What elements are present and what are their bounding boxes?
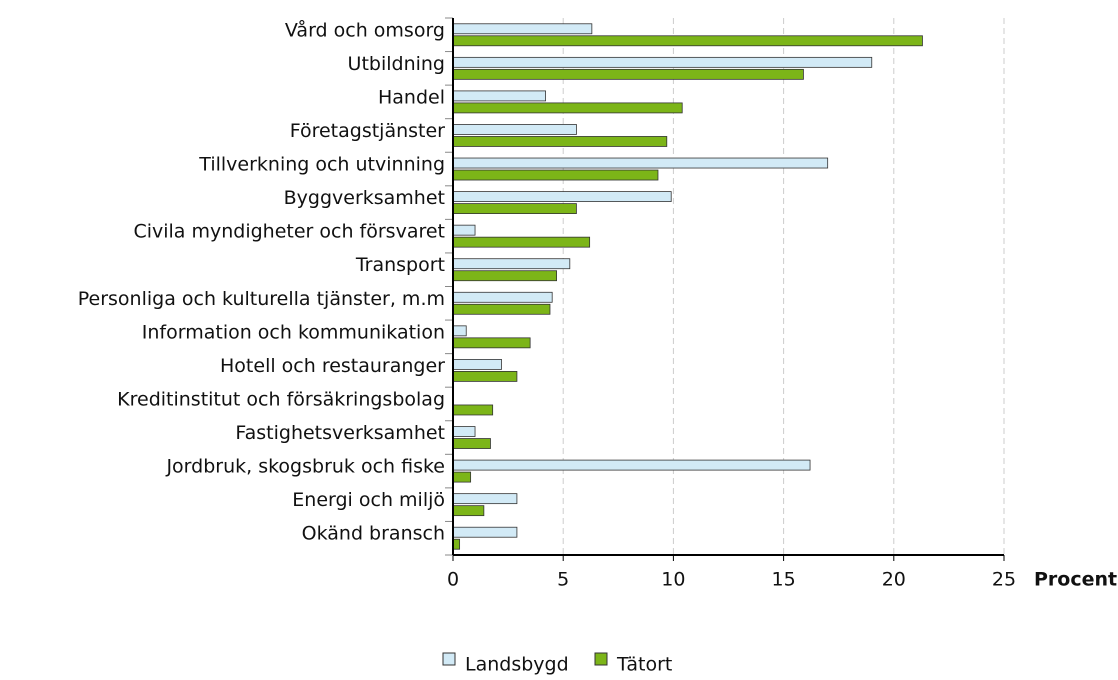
bar xyxy=(452,136,668,147)
y-tick-label: Personliga och kulturella tjänster, m.m xyxy=(78,288,445,310)
y-tick-label: Företagstjänster xyxy=(290,120,445,142)
x-tick-label: 5 xyxy=(557,569,569,591)
x-tick-label: 20 xyxy=(882,569,906,591)
bar xyxy=(452,224,476,236)
y-tick-label: Information och kommunikation xyxy=(142,321,445,343)
bar xyxy=(452,90,546,102)
y-tick-label: Civila myndigheter och försvaret xyxy=(133,221,445,243)
bar xyxy=(452,337,531,349)
bar xyxy=(452,471,472,483)
x-tick-label: 25 xyxy=(992,569,1016,591)
y-tick-label: Transport xyxy=(355,254,445,276)
bar xyxy=(452,303,551,315)
bar xyxy=(452,203,577,214)
bar xyxy=(452,68,804,80)
legend-label: Landsbygd xyxy=(465,654,569,676)
bar xyxy=(452,359,502,370)
y-tick-label: Jordbruk, skogsbruk och fiske xyxy=(165,456,445,478)
legend-swatch xyxy=(594,652,608,666)
bar xyxy=(452,526,518,538)
x-tick-label: 15 xyxy=(772,569,796,591)
y-tick-label: Energi och miljö xyxy=(292,489,445,511)
y-tick-label: Hotell och restauranger xyxy=(220,355,445,377)
bar xyxy=(452,459,811,471)
bar xyxy=(452,35,923,47)
bar xyxy=(452,124,577,135)
bar xyxy=(452,191,672,202)
x-axis-label: Procent xyxy=(1034,569,1117,591)
bar xyxy=(452,493,518,505)
bar xyxy=(452,157,829,169)
y-tick-label: Kreditinstitut och försäkringsbolag xyxy=(117,388,445,410)
bar xyxy=(452,258,571,270)
y-tick-label: Handel xyxy=(378,86,445,108)
bar xyxy=(452,270,557,282)
x-tick-label: 0 xyxy=(447,569,459,591)
y-tick-label: Okänd bransch xyxy=(302,523,445,545)
bar xyxy=(452,438,491,449)
bar xyxy=(452,56,873,68)
bar xyxy=(452,404,494,416)
legend-label: Tätort xyxy=(616,654,672,676)
bar xyxy=(452,23,593,35)
legend-swatch xyxy=(442,652,456,666)
y-tick-label: Tillverkning och utvinning xyxy=(198,154,445,176)
bar xyxy=(452,371,518,382)
bar xyxy=(452,169,659,181)
bar xyxy=(452,102,683,114)
y-tick-label: Byggverksamhet xyxy=(284,187,445,209)
y-tick-label: Fastighetsverksamhet xyxy=(235,422,445,444)
bar xyxy=(452,291,553,303)
y-tick-label: Utbildning xyxy=(348,53,445,75)
y-tick-label: Vård och omsorg xyxy=(285,18,445,41)
bar xyxy=(452,426,476,437)
bar xyxy=(452,236,591,248)
bar xyxy=(452,505,485,517)
x-tick-label: 10 xyxy=(661,569,685,591)
bar xyxy=(452,325,467,337)
